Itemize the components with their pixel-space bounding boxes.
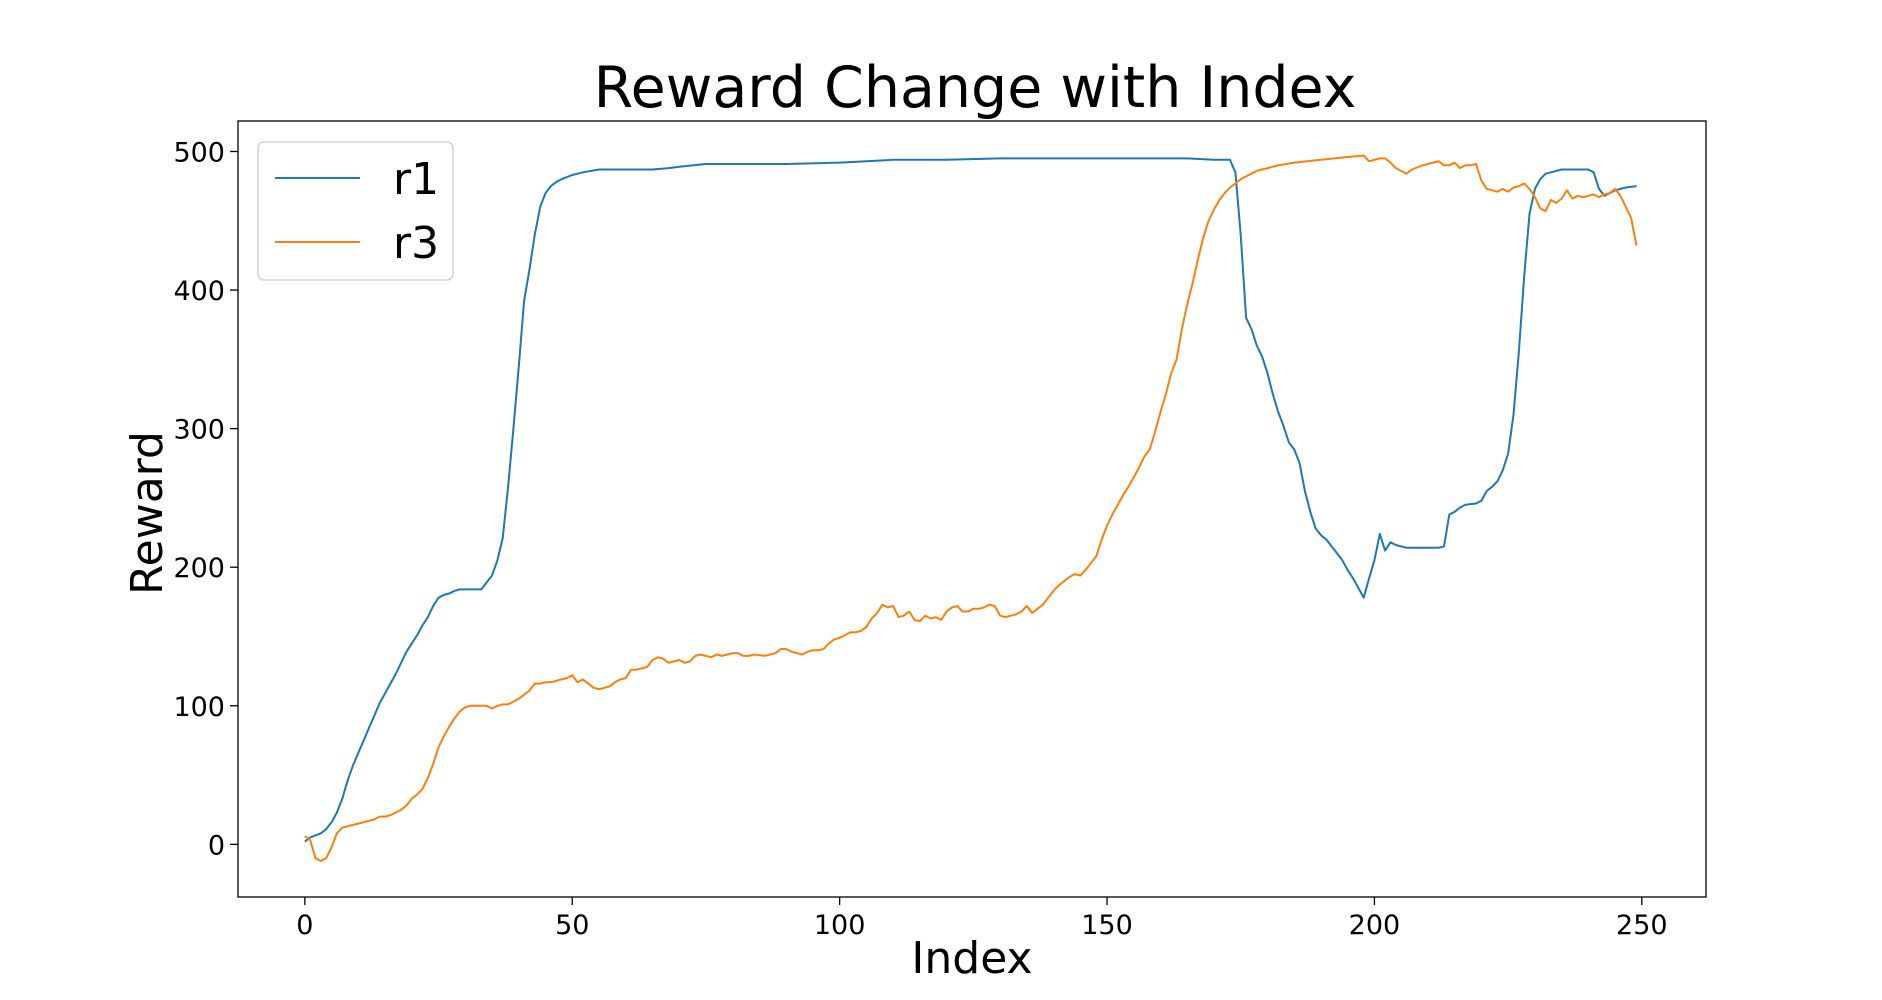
y-tick-label: 200: [173, 553, 225, 584]
legend-box: [257, 141, 454, 281]
x-tick-label: 0: [296, 910, 313, 941]
x-tick-label: 150: [1081, 910, 1133, 941]
x-axis: 0 50 100 150 200 250: [296, 897, 1668, 941]
y-tick-label: 0: [208, 830, 225, 861]
y-tick-label: 300: [173, 415, 225, 446]
plot-frame: [237, 120, 1707, 898]
x-tick-label: 200: [1349, 910, 1401, 941]
y-axis: 0 100 200 300 400 500: [173, 137, 238, 861]
chart-title: Reward Change with Index: [594, 55, 1357, 121]
legend-label-r3: r3: [393, 218, 439, 269]
x-tick-label: 100: [814, 910, 866, 941]
legend-label-r1: r1: [393, 154, 439, 205]
x-tick-label: 250: [1616, 910, 1668, 941]
x-axis-label: Index: [911, 933, 1032, 984]
y-tick-label: 500: [173, 137, 225, 168]
series-line-r1: [304, 157, 1637, 843]
series-line-r3: [304, 154, 1638, 862]
x-tick-label: 50: [555, 910, 589, 941]
series-layer: [304, 154, 1638, 862]
y-tick-label: 400: [173, 276, 225, 307]
y-tick-label: 100: [173, 692, 225, 723]
y-axis-label: Reward: [122, 431, 173, 595]
